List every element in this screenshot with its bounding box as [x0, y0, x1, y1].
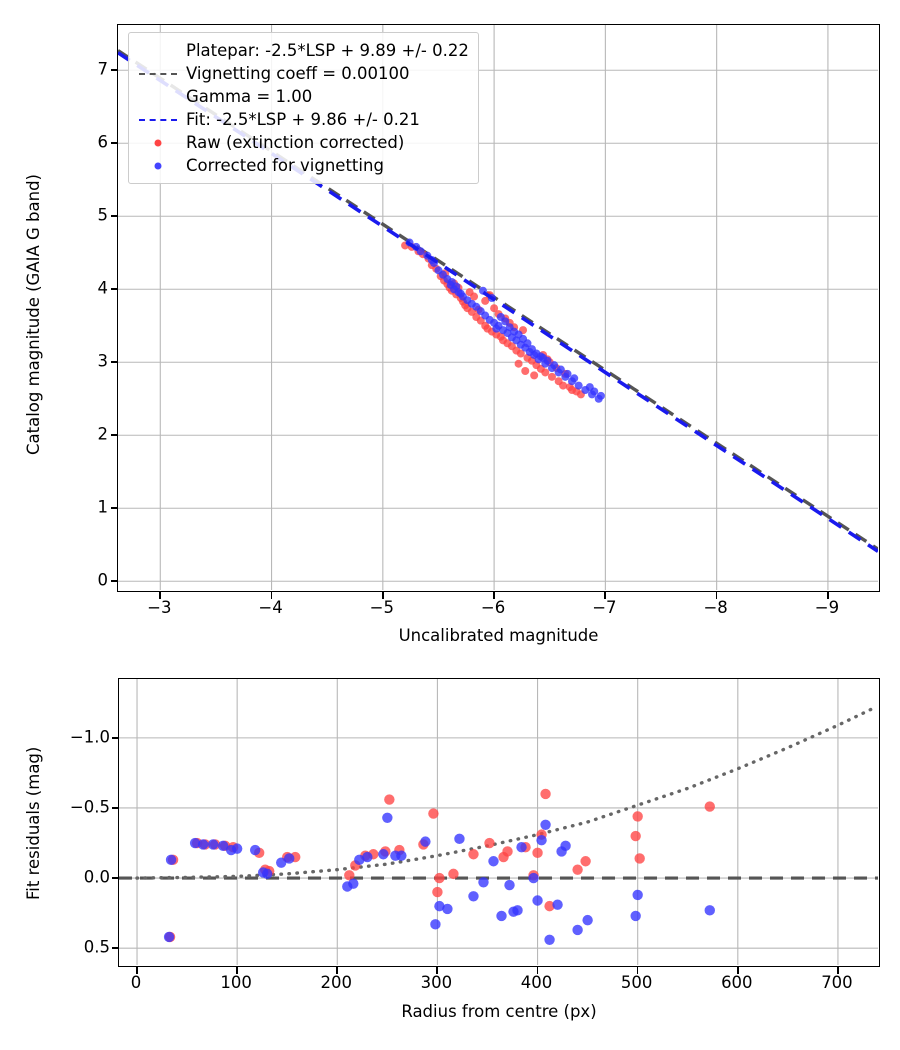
residuals-plot-canvas [119, 679, 878, 965]
top-x-tick-4: −7 [592, 598, 617, 617]
legend-key-dashed-blue-line [137, 110, 179, 130]
legend-entry-vignetting-coeff: Vignetting coeff = 0.00100 [137, 62, 469, 85]
bottom-x-tickmark-1 [236, 967, 238, 974]
legend-key-dashed-gray-line [137, 64, 179, 84]
top-y-tick-4: 4 [97, 278, 109, 298]
top-x-tickmark-2 [381, 592, 384, 599]
legend-label-corrected: Corrected for vignetting [186, 155, 384, 175]
bottom-x-tick-7: 700 [821, 973, 853, 992]
top-y-tick-7: 7 [97, 59, 109, 79]
top-x-tickmark-4 [604, 592, 607, 599]
top-y-tick-5: 5 [97, 205, 109, 225]
bottom-x-tick-4: 400 [520, 973, 553, 992]
bottom-x-tickmark-6 [736, 967, 739, 974]
top-x-tick-3: −6 [480, 598, 506, 617]
bottom-y-tickmark-2 [112, 806, 119, 809]
bottom-y-tick-2: −0.5 [69, 797, 110, 817]
top-x-tick-1: −4 [258, 598, 283, 617]
top-x-tick-2: −5 [369, 598, 394, 617]
top-x-tickmark-3 [493, 592, 495, 599]
top-x-tickmark-6 [826, 592, 829, 599]
legend-entry-gamma: Gamma = 1.00 [137, 85, 469, 108]
top-y-tick-6: 6 [97, 132, 109, 152]
bottom-x-tickmark-0 [136, 967, 138, 974]
fit-residuals-plot [118, 678, 880, 967]
bottom-y-tick-3: −1.0 [69, 727, 110, 747]
bottom-y-tickmark-1 [112, 877, 119, 879]
top-y-tick-2: 2 [97, 424, 109, 444]
legend-label-raw: Raw (extinction corrected) [186, 132, 405, 152]
series-corrected-for-vignetting [163, 812, 715, 945]
top-y-tickmark-3 [111, 361, 118, 363]
top-y-tickmark-4 [111, 288, 118, 290]
top-y-tickmark-6 [111, 142, 118, 144]
top-y-tickmark-2 [111, 434, 118, 436]
bottom-x-tick-0: 0 [130, 973, 142, 992]
bottom-x-tickmark-2 [336, 967, 338, 974]
top-y-tick-1: 1 [97, 497, 109, 517]
legend-entry-fit: Fit: -2.5*LSP + 9.86 +/- 0.21 [137, 108, 469, 131]
bottom-x-tickmark-3 [436, 967, 439, 974]
legend-entry-raw: Raw (extinction corrected) [137, 131, 469, 154]
legend-entry-platepar: Platepar: -2.5*LSP + 9.89 +/- 0.22 [137, 39, 469, 62]
top-x-tick-0: −3 [147, 598, 172, 617]
bottom-x-tick-5: 500 [620, 973, 653, 992]
bottom-x-tick-2: 200 [320, 973, 353, 992]
top-x-tick-5: −8 [703, 598, 728, 617]
legend-label-vignetting-coeff: Vignetting coeff = 0.00100 [186, 63, 410, 83]
top-panel-y-axis-label: Catalog magnitude (GAIA G band) [24, 174, 43, 455]
legend-key-red-dot [137, 133, 179, 153]
bottom-x-tick-1: 100 [220, 973, 252, 992]
bottom-panel-y-axis-label: Fit residuals (mag) [24, 746, 43, 900]
series-corrected-for-vignetting [405, 238, 605, 403]
plot-legend: Platepar: -2.5*LSP + 9.89 +/- 0.22 Vigne… [128, 32, 479, 184]
top-x-tickmark-5 [715, 592, 718, 599]
top-y-tickmark-7 [111, 69, 118, 71]
top-y-tick-0: 0 [97, 570, 109, 590]
top-y-tickmark-1 [111, 507, 118, 509]
top-x-tickmark-1 [270, 592, 273, 599]
bottom-y-tick-1: 0.0 [83, 867, 110, 887]
bottom-y-tickmark-0 [112, 947, 119, 949]
legend-entry-corrected: Corrected for vignetting [137, 154, 469, 177]
top-y-tickmark-0 [111, 580, 118, 582]
bottom-y-tickmark-3 [112, 736, 119, 739]
top-x-tickmark-0 [159, 592, 161, 599]
legend-key-blue-dot [137, 156, 179, 176]
bottom-x-tick-3: 300 [420, 973, 453, 992]
top-y-tickmark-5 [111, 215, 118, 217]
bottom-x-tick-6: 600 [721, 973, 753, 992]
legend-label-gamma: Gamma = 1.00 [186, 86, 313, 106]
legend-label-platepar: Platepar: -2.5*LSP + 9.89 +/- 0.22 [186, 40, 469, 60]
bottom-y-tick-0: 0.5 [83, 937, 110, 957]
legend-key-blank-2 [137, 87, 179, 107]
bottom-x-tickmark-5 [636, 967, 639, 974]
bottom-x-tickmark-4 [536, 967, 539, 974]
bottom-x-tickmark-7 [836, 967, 839, 974]
top-x-tick-6: −9 [814, 598, 840, 617]
legend-key-blank [137, 41, 179, 61]
bottom-panel-x-axis-label: Radius from centre (px) [401, 1002, 597, 1021]
top-y-tick-3: 3 [97, 351, 109, 371]
top-panel-x-axis-label: Uncalibrated magnitude [398, 626, 599, 645]
legend-label-fit: Fit: -2.5*LSP + 9.86 +/- 0.21 [186, 109, 420, 129]
